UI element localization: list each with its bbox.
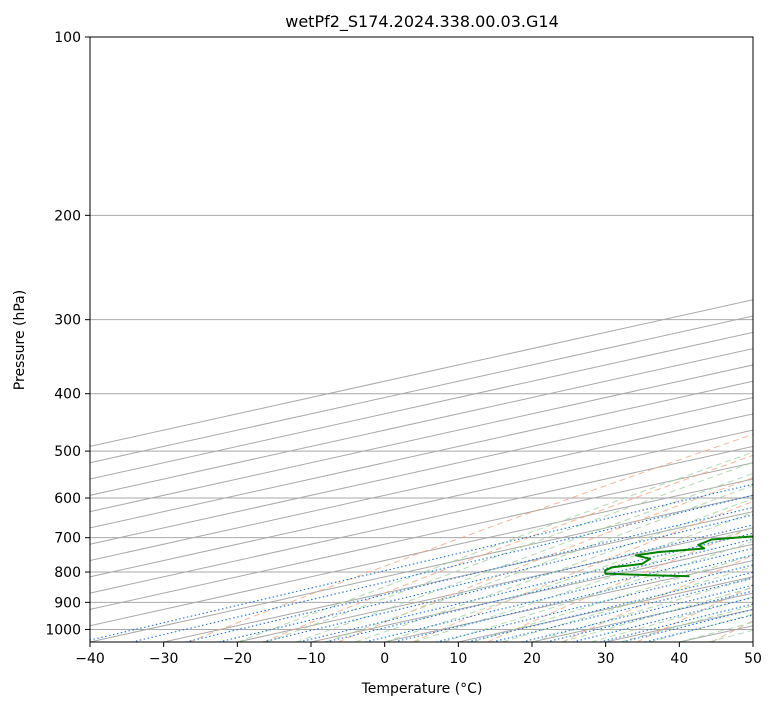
y-tick-label: 600 (54, 491, 81, 507)
x-tick-label: −10 (296, 651, 326, 667)
isotherm-line (90, 315, 753, 464)
moist-adiabat (296, 472, 753, 642)
mixing-ratio-line (365, 547, 753, 642)
mixing-ratio-line (622, 608, 753, 642)
x-tick-label: 30 (597, 651, 615, 667)
x-tick-label: 50 (744, 651, 762, 667)
moist-adiabat (561, 586, 753, 642)
mixing-ratio-line (325, 538, 753, 642)
y-tick-label: 100 (54, 30, 81, 46)
y-tick-label: 200 (54, 208, 81, 224)
x-axis-label: Temperature (°C) (361, 681, 483, 697)
x-tick-label: −40 (75, 651, 105, 667)
y-tick-label: 800 (54, 565, 81, 581)
isotherm-line (90, 494, 753, 642)
dry-adiabat (487, 526, 753, 642)
x-tick-label: 20 (523, 651, 541, 667)
isotherm-line (237, 527, 753, 642)
plot-frame (89, 36, 754, 643)
isotherm-line (163, 511, 753, 642)
isotherm-line (90, 299, 753, 447)
moist-adiabat (325, 484, 753, 642)
y-tick-label: 700 (54, 531, 81, 547)
mixing-ratio-line (218, 514, 753, 642)
isotherm-line (90, 462, 753, 610)
y-tick-label: 900 (54, 595, 81, 611)
isotherm-line (90, 413, 753, 562)
y-tick-label: 400 (54, 387, 81, 403)
moist-adiabat (384, 512, 753, 642)
mixing-ratio-line (645, 614, 753, 642)
x-tick-label: 10 (449, 651, 467, 667)
moist-adiabat (266, 461, 753, 642)
dry-adiabat (188, 433, 753, 642)
y-tick-label: 300 (54, 313, 81, 329)
moist-adiabat (531, 577, 753, 642)
x-tick-label: 0 (380, 651, 389, 667)
y-axis-label: Pressure (hPa) (12, 290, 28, 390)
chart-title: wetPf2_S174.2024.338.00.03.G14 (285, 12, 559, 32)
mixing-ratio-line (299, 532, 753, 642)
mixing-ratio-line (262, 524, 753, 642)
y-tick-label: 1000 (45, 622, 81, 638)
isotherm-line (90, 331, 753, 480)
x-tick-label: 40 (670, 651, 688, 667)
isotherm-line (90, 478, 753, 627)
moist-adiabat (472, 554, 753, 642)
dry-adiabat (263, 454, 753, 642)
isotherm-line (90, 445, 753, 594)
moist-adiabat (413, 526, 753, 642)
x-tick-label: −20 (223, 651, 253, 667)
isotherm-line (90, 397, 753, 545)
background-lines (90, 37, 753, 642)
axes: −40 −30 −20 −10 0 10 20 30 40 50 100 200 300 400 500 60… (45, 30, 762, 667)
x-tick-label: −30 (149, 651, 179, 667)
y-tick-label: 500 (54, 444, 81, 460)
isotherm-line (90, 429, 753, 578)
mixing-ratio-line (90, 483, 753, 641)
